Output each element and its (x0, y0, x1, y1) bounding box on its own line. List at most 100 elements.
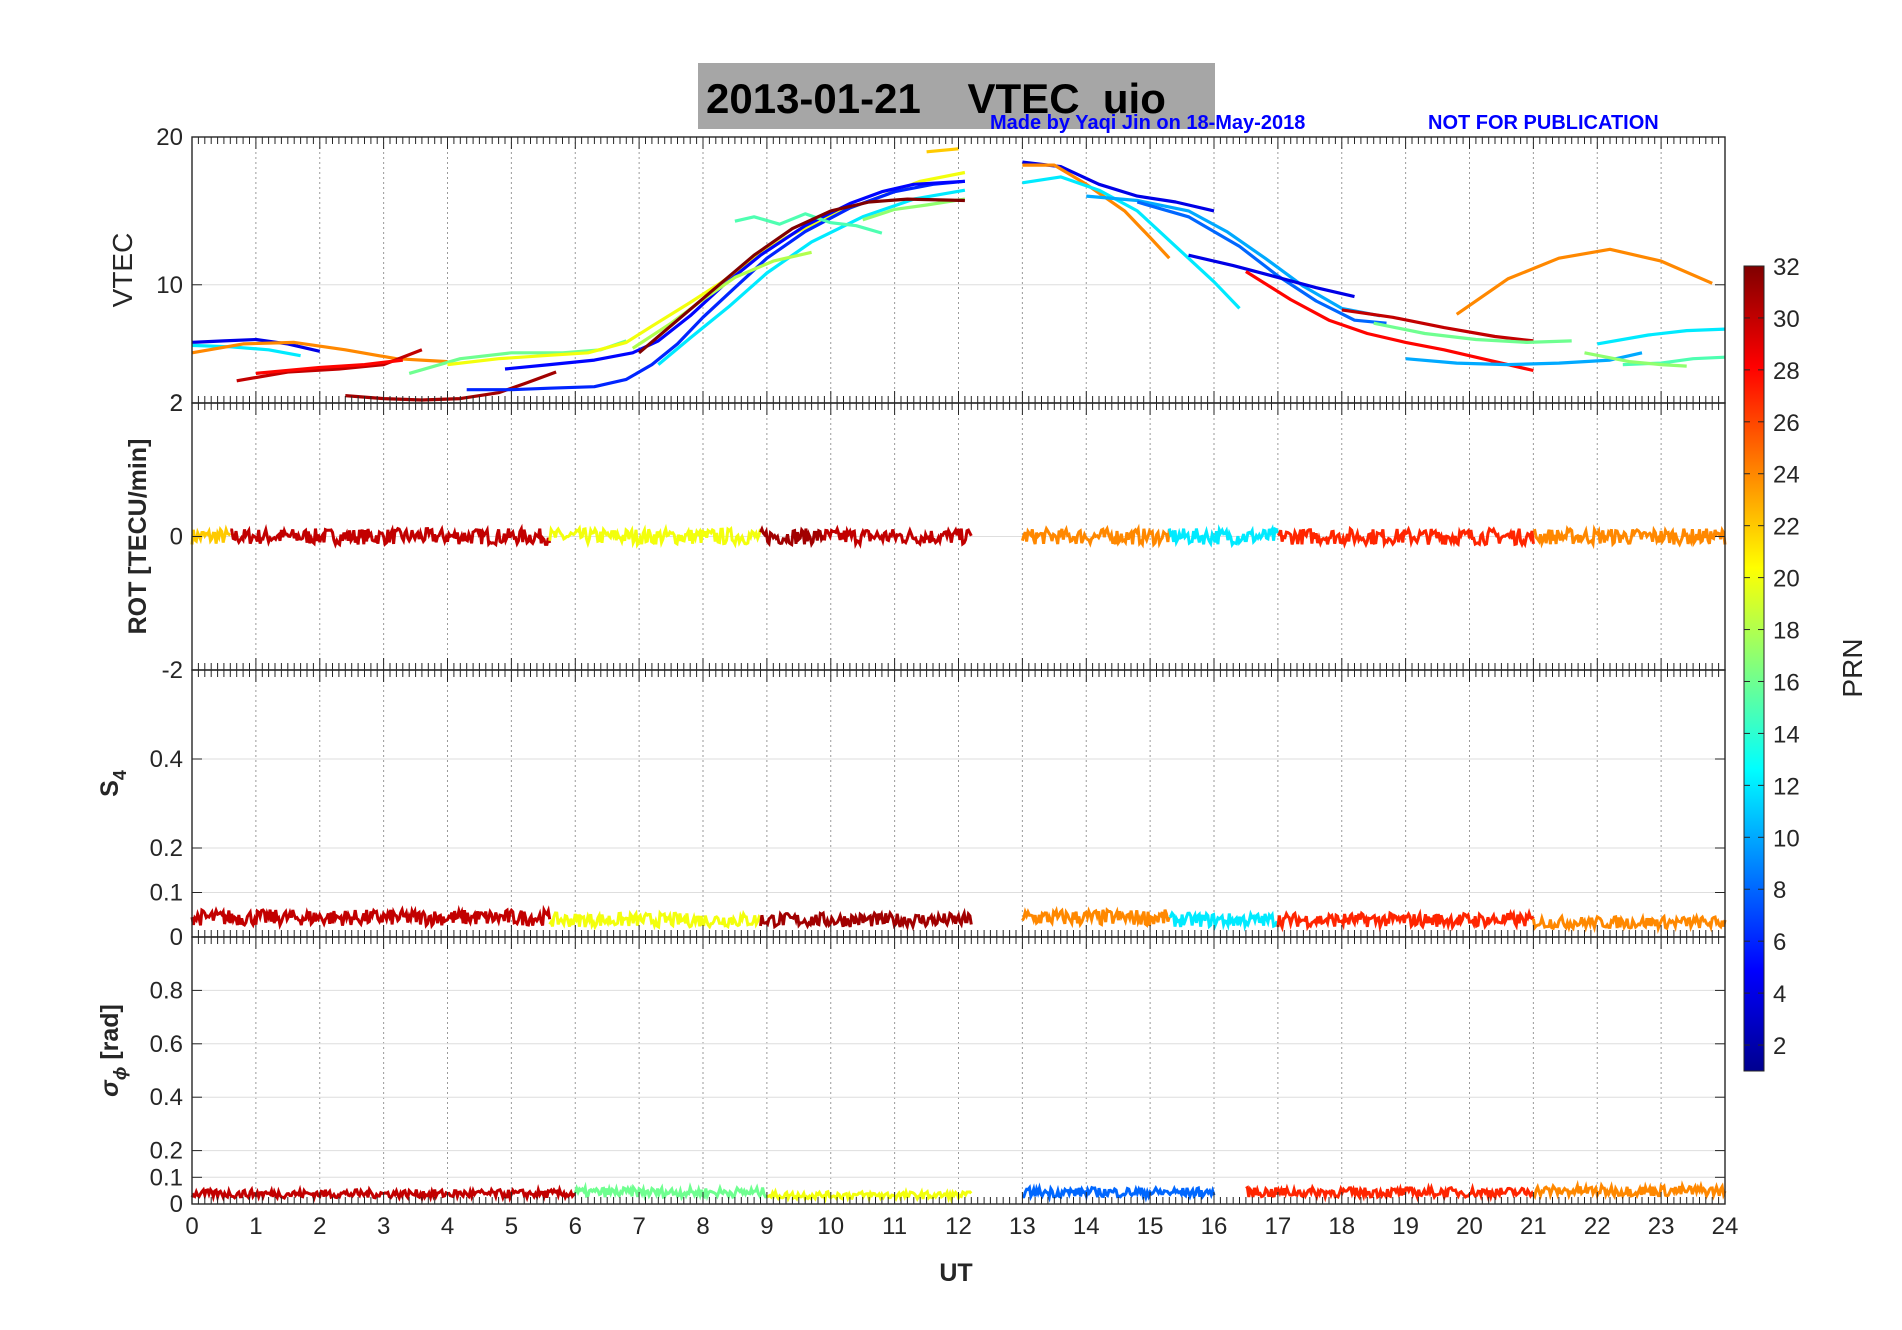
vtec-series-prn4 (191, 337, 321, 353)
s4-series-prn24 (1531, 912, 1727, 934)
y-tick-label: 0 (170, 524, 183, 551)
x-minor-ticks (191, 403, 1726, 670)
x-tick-label: 23 (1648, 1213, 1675, 1240)
notice-text: NOT FOR PUBLICATION (1428, 112, 1659, 134)
vtec-series-prn32 (638, 197, 965, 355)
y-tick-label: 0.6 (150, 1031, 183, 1058)
x-tick-label: 3 (377, 1213, 390, 1240)
colorbar-tick-label: 4 (1773, 981, 1786, 1008)
vtec-series-prn17 (1584, 351, 1687, 368)
vtec-series-prn17 (862, 197, 966, 222)
x-tick-label: 22 (1584, 1213, 1611, 1240)
y-axis-label: S4 (96, 770, 130, 797)
vtec-series-prn28 (255, 358, 403, 375)
colorbar-gradient (1743, 265, 1765, 1072)
rot-series-prn22 (190, 524, 232, 545)
y-tick-label: 0.4 (150, 746, 183, 773)
x-tick-label: 7 (632, 1213, 645, 1240)
vtec-series-prn4 (1022, 160, 1215, 213)
s4-series-prn31 (759, 907, 973, 932)
colorbar-tick-label: 2 (1773, 1033, 1786, 1060)
y-tick-label: 0.1 (150, 1164, 183, 1191)
y-axis-label-sub: ϕ (110, 1067, 130, 1081)
x-minor-ticks (191, 137, 1726, 403)
x-tick-label: 13 (1009, 1213, 1036, 1240)
rot-series-prn30 (822, 524, 973, 550)
rot-series-prn20 (548, 523, 762, 549)
vtec-series-prn31 (345, 370, 557, 402)
x-tick-label: 17 (1265, 1213, 1292, 1240)
vtec-series-prn12 (1022, 175, 1241, 310)
panel-sigma_phi: 00.10.20.40.60.8σϕ [rad]0 1 2 3 4 5 6 7 8 9 10 11 12… (96, 936, 1739, 1240)
panel-s4: 0 0.1 0.2 0.4 S4 (96, 669, 1727, 951)
x-axis-label: UT (939, 1259, 972, 1287)
colorbar-tick-label: 12 (1773, 773, 1800, 800)
x-tick-label: 10 (817, 1213, 844, 1240)
colorbar-tick-label: 14 (1773, 721, 1800, 748)
colorbar-tick-label: 30 (1773, 306, 1800, 333)
s4-series-prn27 (1276, 908, 1535, 933)
colorbar-label: PRN (1837, 638, 1868, 697)
x-tick-label: 6 (569, 1213, 582, 1240)
vtec-series-prn24 (191, 340, 448, 364)
x-minor-ticks (191, 937, 1726, 1204)
vtec-series-prn18 (631, 250, 812, 350)
colorbar-tick-label: 28 (1773, 358, 1800, 385)
x-tick-label: 16 (1201, 1213, 1228, 1240)
s4-series-prn12 (1169, 909, 1279, 932)
colorbar-tick-label: 6 (1773, 929, 1786, 956)
colorbar-tick-label: 20 (1773, 566, 1800, 593)
vtec-series-prn12 (1597, 327, 1726, 346)
y-axis-label-suffix: [rad] (96, 1004, 124, 1067)
y-tick-label: 0.4 (150, 1084, 183, 1111)
x-tick-label: 21 (1520, 1213, 1547, 1240)
y-axis-label: σϕ [rad] (96, 1004, 130, 1097)
colorbar-tick-label: 22 (1773, 514, 1800, 541)
s4-series-prn24 (1021, 905, 1171, 929)
vtec-series-prn24 (1455, 247, 1713, 316)
y-axis-label-sub: 4 (110, 770, 130, 780)
credit-text: Made by Yaqi Jin on 18-May-2018 (990, 112, 1305, 134)
vtec-series-prn4 (1188, 253, 1355, 299)
x-tick-label: 2 (313, 1213, 326, 1240)
y-axis-label: ROT [TECU/min] (124, 439, 152, 635)
vtec-series-prn30 (1341, 308, 1534, 343)
chart-title: 2013-01-21 VTEC uio (706, 75, 1166, 122)
x-tick-label: 20 (1456, 1213, 1483, 1240)
vtec-series-prn15 (734, 212, 883, 235)
y-tick-label: 20 (156, 124, 183, 151)
x-minor-ticks (191, 670, 1726, 937)
y-tick-label: -2 (162, 657, 183, 684)
y-tick-label: 2 (170, 390, 183, 417)
y-axis-label-main: σ (96, 1079, 124, 1097)
y-tick-label: 2 (170, 390, 183, 417)
x-tick-label: 19 (1392, 1213, 1419, 1240)
rot-series-prn12 (1167, 524, 1280, 549)
y-tick-label: 10 (156, 272, 183, 299)
vtec-series-prn8 (1136, 200, 1387, 325)
sigma_phi-series-prn27 (1245, 1182, 1535, 1203)
rot-series-prn31 (759, 525, 826, 548)
vtec-series-prn22 (926, 147, 959, 154)
x-tick-label: 15 (1137, 1213, 1164, 1240)
rot-series-prn27 (1276, 525, 1535, 549)
rot-series-prn24 (1020, 523, 1171, 549)
x-tick-label: 9 (760, 1213, 773, 1240)
sigma_phi-series-prn24 (1532, 1179, 1727, 1201)
sigma_phi-series-prn8 (1022, 1182, 1216, 1203)
colorbar-tick-label: 8 (1773, 877, 1786, 904)
colorbar-tick-label: 10 (1773, 825, 1800, 852)
panel-vtec: 2 10 20 VTEC (107, 124, 1726, 417)
x-tick-label: 24 (1712, 1213, 1739, 1240)
x-tick-label: 0 (185, 1213, 198, 1240)
vtec-series-prn16 (1373, 321, 1572, 344)
rot-series-prn30 (230, 523, 552, 549)
x-tick-label: 1 (249, 1213, 262, 1240)
x-tick-label: 12 (945, 1213, 972, 1240)
vtec-series-prn12 (191, 343, 301, 358)
x-tick-label: 18 (1328, 1213, 1355, 1240)
vtec-series-prn28 (1245, 270, 1534, 373)
colorbar-tick-label: 24 (1773, 462, 1800, 489)
